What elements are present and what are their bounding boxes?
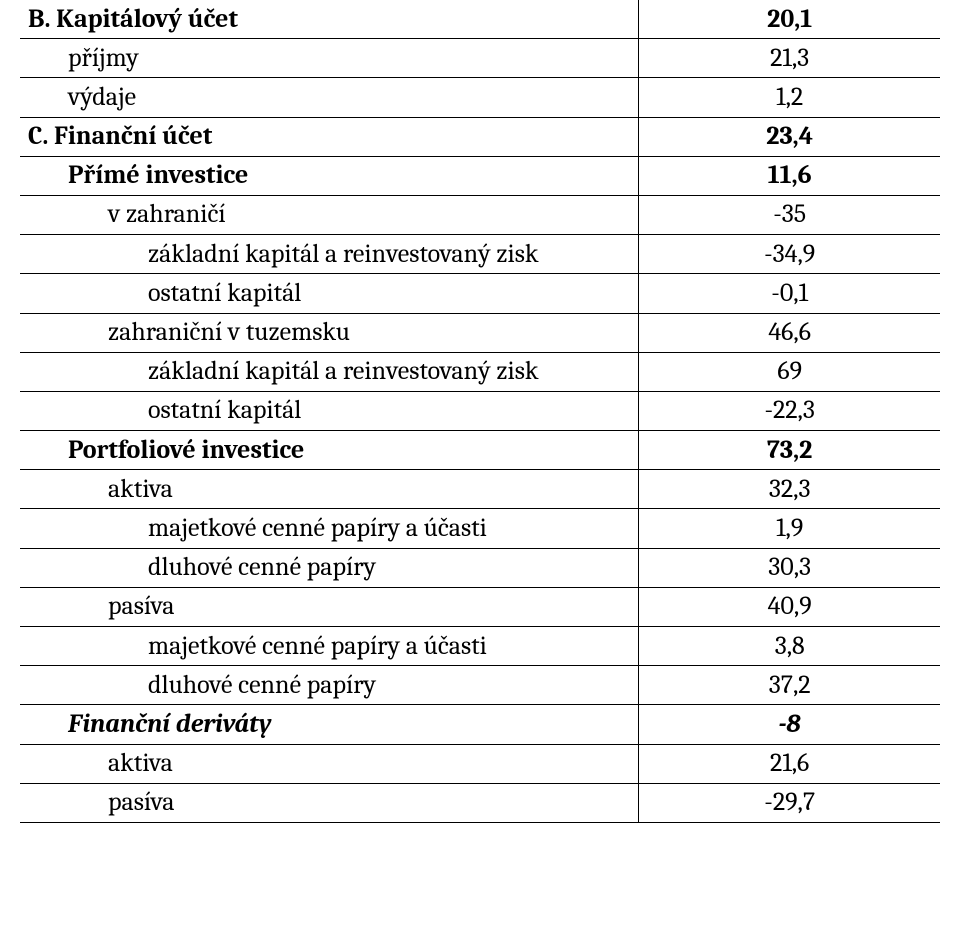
row-value: -0,1 bbox=[639, 274, 940, 313]
row-value: 23,4 bbox=[639, 117, 940, 156]
table-row: C. Finanční účet 23,4 bbox=[20, 117, 940, 156]
row-label: Finanční deriváty bbox=[20, 705, 639, 744]
row-label: pasíva bbox=[20, 587, 639, 626]
row-value: 37,2 bbox=[639, 666, 940, 705]
row-label: dluhové cenné papíry bbox=[20, 548, 639, 587]
table-row: ostatní kapitál -22,3 bbox=[20, 391, 940, 430]
row-label: Portfoliové investice bbox=[20, 431, 639, 470]
table-row: výdaje 1,2 bbox=[20, 78, 940, 117]
row-value: 1,2 bbox=[639, 78, 940, 117]
table-row: pasíva 40,9 bbox=[20, 587, 940, 626]
row-value: 40,9 bbox=[639, 587, 940, 626]
row-label: základní kapitál a reinvestovaný zisk bbox=[20, 352, 639, 391]
table-row: aktiva 32,3 bbox=[20, 470, 940, 509]
row-label: majetkové cenné papíry a účasti bbox=[20, 509, 639, 548]
row-label: ostatní kapitál bbox=[20, 274, 639, 313]
table-row: základní kapitál a reinvestovaný zisk -3… bbox=[20, 235, 940, 274]
row-value: 46,6 bbox=[639, 313, 940, 352]
row-value: 21,6 bbox=[639, 744, 940, 783]
row-value: 73,2 bbox=[639, 431, 940, 470]
row-value: -8 bbox=[639, 705, 940, 744]
financial-table: B. Kapitálový účet 20,1 příjmy 21,3 výda… bbox=[20, 0, 940, 823]
row-label: B. Kapitálový účet bbox=[20, 0, 639, 39]
table-row: dluhové cenné papíry 37,2 bbox=[20, 666, 940, 705]
row-value: 32,3 bbox=[639, 470, 940, 509]
row-label: ostatní kapitál bbox=[20, 391, 639, 430]
row-label: v zahraničí bbox=[20, 195, 639, 234]
table-row: příjmy 21,3 bbox=[20, 39, 940, 78]
row-value: 20,1 bbox=[639, 0, 940, 39]
row-label: Přímé investice bbox=[20, 156, 639, 195]
row-value: -34,9 bbox=[639, 235, 940, 274]
table-row: Přímé investice 11,6 bbox=[20, 156, 940, 195]
row-label: majetkové cenné papíry a účasti bbox=[20, 627, 639, 666]
table-row: B. Kapitálový účet 20,1 bbox=[20, 0, 940, 39]
row-label: C. Finanční účet bbox=[20, 117, 639, 156]
table-row: Finanční deriváty -8 bbox=[20, 705, 940, 744]
table-row: majetkové cenné papíry a účasti 1,9 bbox=[20, 509, 940, 548]
table-row: pasíva -29,7 bbox=[20, 783, 940, 822]
row-value: 1,9 bbox=[639, 509, 940, 548]
table-row: Portfoliové investice 73,2 bbox=[20, 431, 940, 470]
row-value: 69 bbox=[639, 352, 940, 391]
row-value: -29,7 bbox=[639, 783, 940, 822]
row-value: -22,3 bbox=[639, 391, 940, 430]
row-label: příjmy bbox=[20, 39, 639, 78]
row-label: dluhové cenné papíry bbox=[20, 666, 639, 705]
table-row: majetkové cenné papíry a účasti 3,8 bbox=[20, 627, 940, 666]
row-label: základní kapitál a reinvestovaný zisk bbox=[20, 235, 639, 274]
row-value: 11,6 bbox=[639, 156, 940, 195]
row-label: aktiva bbox=[20, 744, 639, 783]
row-label: pasíva bbox=[20, 783, 639, 822]
row-value: 30,3 bbox=[639, 548, 940, 587]
row-value: -35 bbox=[639, 195, 940, 234]
row-label: aktiva bbox=[20, 470, 639, 509]
table-row: zahraniční v tuzemsku 46,6 bbox=[20, 313, 940, 352]
table-row: v zahraničí -35 bbox=[20, 195, 940, 234]
table-row: dluhové cenné papíry 30,3 bbox=[20, 548, 940, 587]
row-value: 3,8 bbox=[639, 627, 940, 666]
row-value: 21,3 bbox=[639, 39, 940, 78]
row-label: zahraniční v tuzemsku bbox=[20, 313, 639, 352]
table-row: základní kapitál a reinvestovaný zisk 69 bbox=[20, 352, 940, 391]
table-row: ostatní kapitál -0,1 bbox=[20, 274, 940, 313]
table-row: aktiva 21,6 bbox=[20, 744, 940, 783]
row-label: výdaje bbox=[20, 78, 639, 117]
